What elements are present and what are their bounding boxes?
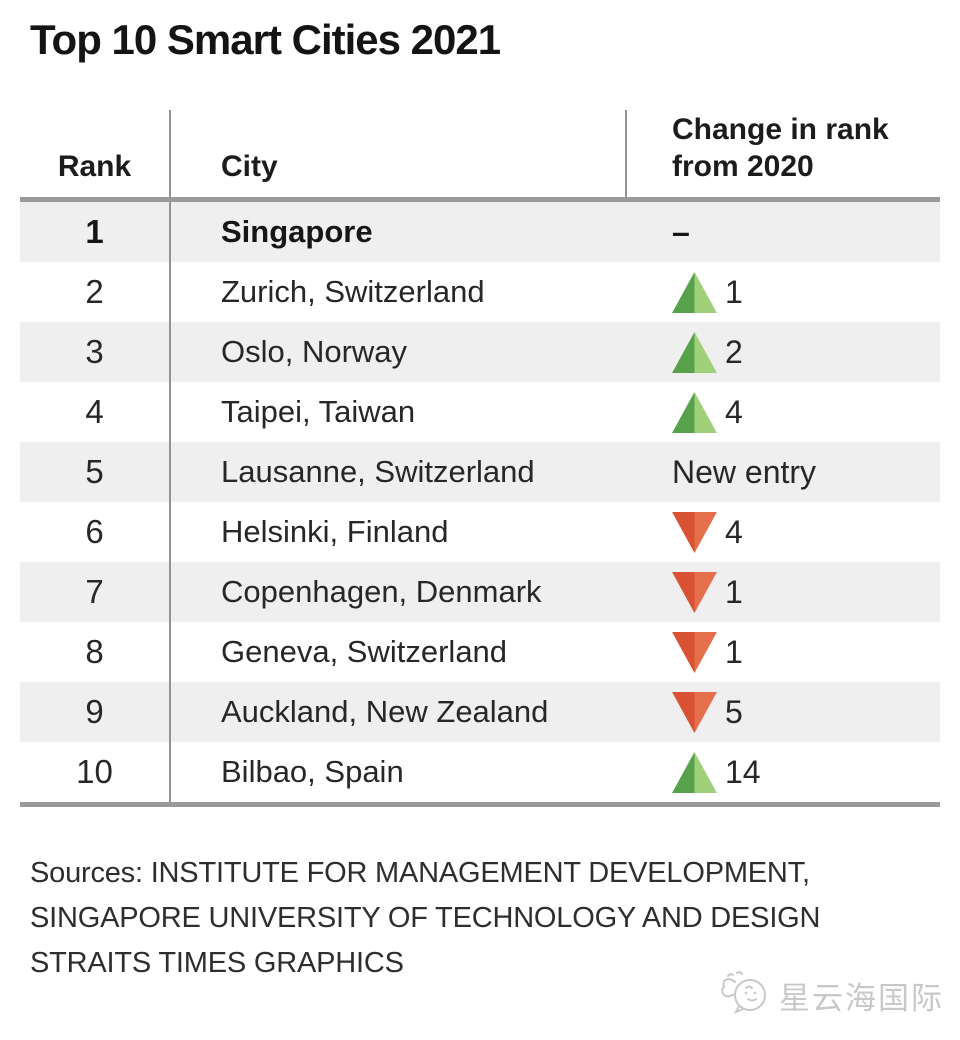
column-header-rank: Rank <box>20 110 171 197</box>
rank-value: 7 <box>20 562 171 622</box>
rank-change-cell: 1 <box>627 262 940 322</box>
rank-change-value: 5 <box>725 693 743 730</box>
rank-change-value: 2 <box>725 333 743 370</box>
city-name: Copenhagen, Denmark <box>221 574 542 609</box>
city-name: Bilbao, Spain <box>221 754 404 789</box>
table-row: 9 Auckland, New Zealand 5 <box>20 682 940 742</box>
rank-value: 9 <box>20 682 171 742</box>
column-header-change: Change in rank from 2020 <box>627 110 940 197</box>
rank-up-arrow-icon <box>672 331 717 373</box>
rank-change-cell: 4 <box>627 382 940 442</box>
watermark-text: 星云海国际 <box>779 981 944 1016</box>
rank-up-arrow-icon <box>672 271 717 313</box>
rank-down-arrow-icon <box>672 511 717 553</box>
rank-value: 8 <box>20 622 171 682</box>
city-name: Taipei, Taiwan <box>221 394 416 429</box>
cloud-mascot-icon <box>719 968 775 1023</box>
page-title: Top 10 Smart Cities 2021 <box>30 16 501 63</box>
city-name: Geneva, Switzerland <box>221 634 508 669</box>
rank-change-value: 1 <box>725 573 743 610</box>
rank-change-value: 4 <box>725 393 743 430</box>
rank-up-arrow-icon <box>672 391 717 433</box>
rank-change-cell: 5 <box>627 682 940 742</box>
rank-down-arrow-icon <box>672 691 717 733</box>
rank-change-value: – <box>672 213 690 250</box>
rank-change-cell: 4 <box>627 502 940 562</box>
table-row: 6 Helsinki, Finland 4 <box>20 502 940 562</box>
city-name: Singapore <box>221 214 373 249</box>
rank-value: 10 <box>20 742 171 802</box>
rank-change-value: 14 <box>725 753 761 790</box>
rank-change-value: 1 <box>725 273 743 310</box>
table-row: 3 Oslo, Norway 2 <box>20 322 940 382</box>
city-name: Zurich, Switzerland <box>221 274 485 309</box>
rank-value: 6 <box>20 502 171 562</box>
sources-line: Sources: INSTITUTE FOR MANAGEMENT DEVELO… <box>30 857 810 889</box>
table-row: 1 Singapore – <box>20 202 940 262</box>
rank-value: 2 <box>20 262 171 322</box>
rank-down-arrow-icon <box>672 571 717 613</box>
rank-value: 5 <box>20 442 171 502</box>
table-row: 5 Lausanne, Switzerland New entry <box>20 442 940 502</box>
table-header-row: Rank City Change in rank from 2020 <box>20 110 940 202</box>
rank-change-cell: 1 <box>627 622 940 682</box>
rank-change-cell: – <box>627 202 940 262</box>
rank-change-value: 1 <box>725 633 743 670</box>
table-body: 1 Singapore – 2 Zurich, Switzerland 1 3 … <box>20 202 940 807</box>
table-row: 8 Geneva, Switzerland 1 <box>20 622 940 682</box>
rank-change-value: 4 <box>725 513 743 550</box>
column-header-city: City <box>171 110 627 197</box>
rank-down-arrow-icon <box>672 631 717 673</box>
table-row: 2 Zurich, Switzerland 1 <box>20 262 940 322</box>
rank-up-arrow-icon <box>672 751 717 793</box>
table-row: 7 Copenhagen, Denmark 1 <box>20 562 940 622</box>
rank-change-value: New entry <box>672 453 817 490</box>
rank-value: 4 <box>20 382 171 442</box>
watermark: 星云海国际 <box>719 968 944 1023</box>
rank-change-cell: New entry <box>627 442 940 502</box>
table-row: 4 Taipei, Taiwan 4 <box>20 382 940 442</box>
rank-change-cell: 1 <box>627 562 940 622</box>
sources-line: STRAITS TIMES GRAPHICS <box>30 947 404 979</box>
sources-note: Sources: INSTITUTE FOR MANAGEMENT DEVELO… <box>30 851 960 986</box>
rank-change-cell: 14 <box>627 742 940 802</box>
table-row: 10 Bilbao, Spain 14 <box>20 742 940 802</box>
city-name: Auckland, New Zealand <box>221 694 549 729</box>
city-name: Lausanne, Switzerland <box>221 454 535 489</box>
city-name: Oslo, Norway <box>221 334 408 369</box>
smart-cities-table: Rank City Change in rank from 2020 1 Sin… <box>20 110 940 807</box>
city-name: Helsinki, Finland <box>221 514 449 549</box>
rank-value: 3 <box>20 322 171 382</box>
rank-value: 1 <box>20 202 171 262</box>
sources-line: SINGAPORE UNIVERSITY OF TECHNOLOGY AND D… <box>30 902 821 934</box>
rank-change-cell: 2 <box>627 322 940 382</box>
column-header-change-text: Change in rank from 2020 <box>672 113 889 183</box>
